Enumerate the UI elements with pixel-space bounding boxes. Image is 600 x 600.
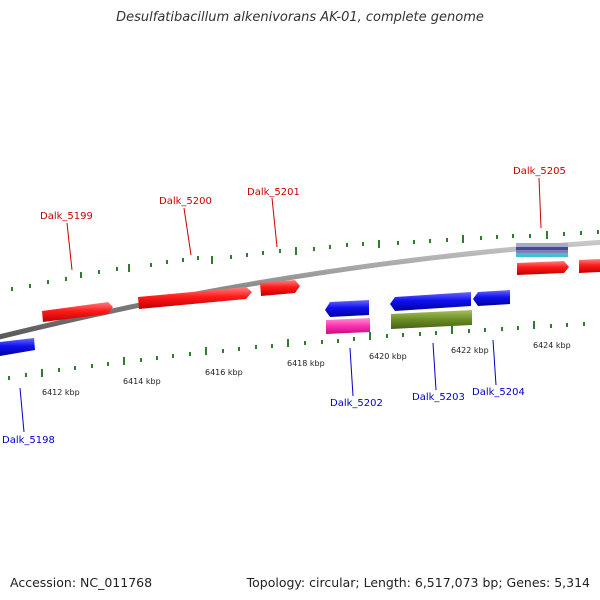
scale-label-6416: 6416 kbp (205, 368, 243, 377)
gene-dalk-5201-feature[interactable] (260, 280, 300, 296)
label-leader-lines (19, 177, 542, 433)
gene-dalk-5200-feature[interactable] (138, 287, 252, 309)
gene-label-dalk-5199[interactable]: Dalk_5199 (40, 211, 93, 222)
gene-label-dalk-5202[interactable]: Dalk_5202 (330, 398, 383, 409)
gene-label-dalk-5200[interactable]: Dalk_5200 (159, 196, 212, 207)
gene-dalk-5199-feature[interactable] (42, 302, 113, 322)
map-title: Desulfatibacillum alkenivorans AK-01, co… (116, 10, 484, 25)
scale-label-6420: 6420 kbp (369, 352, 407, 361)
gene-label-dalk-5205[interactable]: Dalk_5205 (513, 166, 566, 177)
scale-label-6424: 6424 kbp (533, 341, 571, 350)
forward-strand-genes (42, 259, 600, 322)
accession-text: Accession: NC_011768 (10, 575, 153, 590)
gene-dalk-5198-feature[interactable] (0, 338, 35, 356)
genome-summary-text: Topology: circular; Length: 6,517,073 bp… (246, 575, 590, 590)
gene-dalk-5203-feature[interactable] (390, 292, 471, 311)
repeat-region-feature[interactable] (391, 310, 472, 329)
scale-label-6412: 6412 kbp (42, 388, 80, 397)
reverse-strand-genes (0, 290, 510, 356)
scale-label-6414: 6414 kbp (123, 377, 161, 386)
scale-ticks-bottom (8, 321, 585, 380)
gene-label-dalk-5203[interactable]: Dalk_5203 (412, 392, 465, 403)
scale-label-6418: 6418 kbp (287, 359, 325, 368)
gene-label-dalk-5201[interactable]: Dalk_5201 (247, 187, 300, 198)
scale-label-6422: 6422 kbp (451, 346, 489, 355)
gene-label-dalk-5204[interactable]: Dalk_5204 (472, 387, 525, 398)
gene-dalk-5204-feature[interactable] (473, 290, 510, 306)
gene-dalk-5205-annotation-bars (516, 243, 568, 257)
scale-ticks-top (11, 230, 599, 291)
gene-label-dalk-5198[interactable]: Dalk_5198 (2, 435, 55, 446)
gene-dalk-5202-feature[interactable] (325, 300, 369, 317)
gene-next-feature[interactable] (579, 259, 600, 273)
gene-dalk-5205-feature[interactable] (517, 261, 569, 275)
rna-feature[interactable] (326, 318, 370, 334)
